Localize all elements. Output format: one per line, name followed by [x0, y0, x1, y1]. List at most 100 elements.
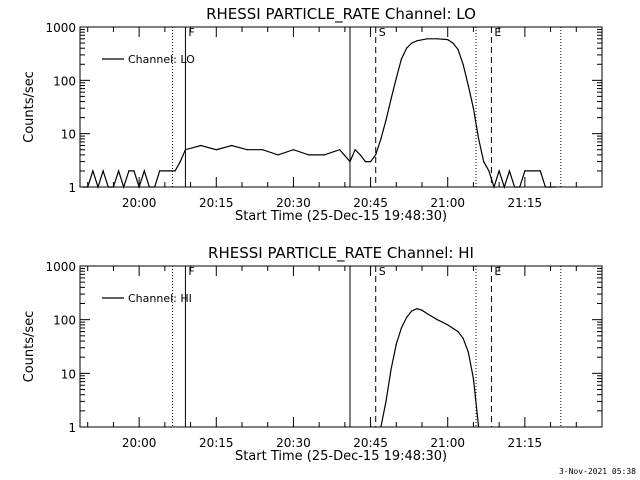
x-tick-label: 20:15 [199, 196, 234, 210]
data-point [133, 170, 135, 172]
data-point [400, 327, 402, 329]
x-tick-label: 21:00 [430, 436, 465, 450]
data-point [416, 308, 418, 310]
event-marker-label: S [379, 265, 386, 278]
series-line [380, 308, 480, 428]
data-point [380, 138, 382, 140]
data-point [159, 170, 161, 172]
data-point [514, 186, 516, 188]
x-tick-label: 21:15 [508, 436, 543, 450]
timestamp-stamp: 3-Nov-2021 05:38 [559, 467, 636, 476]
data-point [447, 324, 449, 326]
data-point [385, 119, 387, 121]
event-marker-label: E [494, 265, 501, 278]
data-point [436, 319, 438, 321]
y-tick-label: 1 [68, 181, 76, 195]
data-point [102, 170, 104, 172]
data-point [385, 400, 387, 402]
data-point [92, 170, 94, 172]
legend-label: Channel: HI [128, 292, 192, 305]
data-point [529, 170, 531, 172]
data-point [472, 377, 474, 380]
data-point [406, 47, 408, 49]
data-point [380, 426, 382, 428]
data-point [539, 170, 541, 172]
data-point [148, 186, 150, 188]
data-point [200, 144, 202, 147]
x-tick-label: 20:30 [276, 196, 311, 210]
data-point [277, 154, 279, 156]
x-tick-label: 20:00 [122, 196, 157, 210]
data-point [467, 351, 469, 353]
data-point [87, 186, 89, 188]
data-point [411, 42, 413, 44]
data-point [493, 186, 495, 188]
data-point [534, 170, 536, 172]
y-axis-label: Counts/sec [22, 311, 37, 383]
data-point [323, 154, 325, 156]
data-point [169, 170, 171, 172]
y-tick-label: 10 [61, 367, 76, 381]
event-marker-label: F [188, 265, 194, 278]
data-point [544, 186, 547, 188]
x-tick-label: 21:00 [430, 196, 465, 210]
data-point [416, 40, 418, 42]
x-tick-label: 21:15 [508, 196, 543, 210]
data-point [164, 170, 166, 172]
x-axis-label: Start Time (25-Dec-15 19:48:30) [235, 209, 447, 224]
data-point [519, 186, 521, 188]
chart-title: RHESSI PARTICLE_RATE Channel: HI [208, 244, 474, 263]
x-axis-label: Start Time (25-Dec-15 19:48:30) [235, 449, 447, 464]
data-point [457, 331, 459, 333]
y-axis-label: Counts/sec [22, 71, 37, 143]
y-tick-label: 100 [53, 74, 76, 88]
x-tick-label: 20:15 [199, 436, 234, 450]
data-point [472, 107, 474, 109]
plot-frame [79, 26, 603, 188]
data-point [550, 186, 552, 188]
data-point [231, 144, 233, 147]
y-tick-label: 100 [53, 314, 76, 328]
data-point [447, 39, 449, 41]
data-point [503, 186, 505, 188]
x-tick-label: 20:00 [122, 436, 157, 450]
data-point [174, 170, 176, 172]
data-point [390, 368, 392, 370]
data-point [359, 154, 361, 156]
data-point [400, 58, 402, 60]
x-tick-label: 20:30 [276, 436, 311, 450]
data-point [262, 149, 264, 151]
event-marker-label: F [188, 26, 194, 39]
data-point [128, 170, 130, 172]
data-point [478, 138, 480, 140]
y-tick-label: 1000 [45, 260, 76, 274]
y-tick-label: 1 [68, 421, 76, 435]
data-point [82, 186, 84, 188]
data-point [508, 170, 510, 172]
data-point [364, 161, 366, 163]
data-point [215, 149, 217, 151]
data-point [246, 149, 248, 151]
data-point [436, 38, 438, 40]
data-point [179, 161, 181, 163]
y-tick-label: 10 [61, 128, 76, 142]
data-point [154, 186, 156, 188]
x-tick-label: 20:45 [353, 196, 388, 210]
data-point [107, 186, 109, 188]
data-point [411, 310, 413, 312]
data-point [395, 77, 397, 79]
data-point [452, 42, 454, 44]
data-point [488, 170, 490, 172]
data-point [467, 84, 469, 87]
legend-label: Channel: LO [128, 53, 195, 66]
y-tick-label: 1000 [45, 21, 76, 35]
data-point [462, 63, 464, 65]
data-point [426, 313, 428, 315]
data-point [97, 186, 99, 188]
data-point [390, 98, 392, 100]
data-point [421, 309, 423, 311]
data-point [426, 38, 428, 40]
data-point [498, 170, 500, 172]
